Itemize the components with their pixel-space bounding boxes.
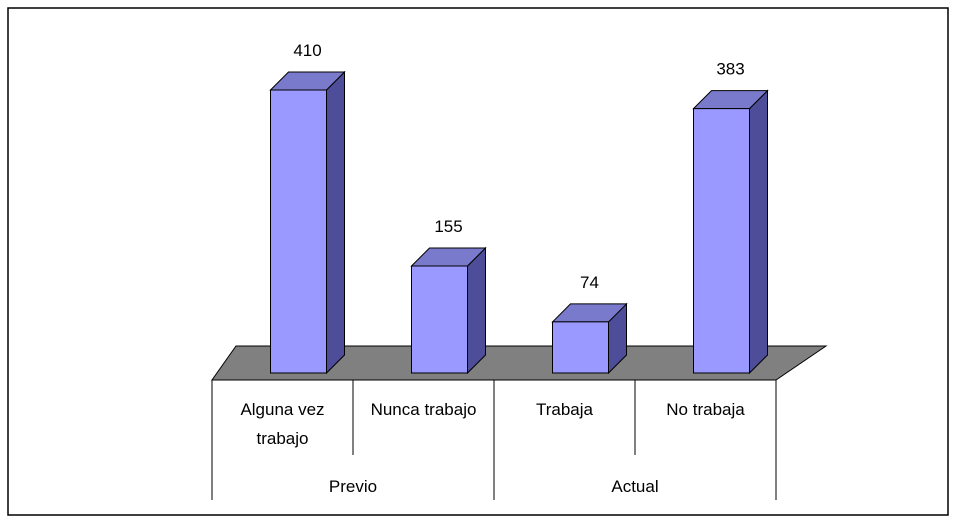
group-label: Actual (611, 477, 659, 496)
bar (551, 302, 628, 375)
x-tick-label: Trabaja (535, 400, 593, 419)
bar (692, 89, 769, 375)
bar-front (552, 321, 609, 374)
x-tick-label: Alguna vez trabajo (240, 400, 325, 448)
bar-front (693, 108, 750, 374)
data-label: 383 (716, 60, 744, 79)
bar-side (749, 89, 768, 375)
data-label: 74 (580, 273, 599, 292)
bar-front (270, 89, 327, 374)
bar-side (326, 70, 345, 375)
bar-front (411, 265, 468, 374)
x-tick-label: Nunca trabajo (370, 400, 477, 419)
data-label: 410 (293, 41, 321, 60)
x-tick-label: No trabaja (666, 400, 745, 419)
bar (410, 246, 487, 375)
data-label: 155 (434, 217, 462, 236)
bar-side (467, 246, 486, 375)
bar (269, 70, 346, 375)
group-label: Previo (328, 477, 378, 496)
